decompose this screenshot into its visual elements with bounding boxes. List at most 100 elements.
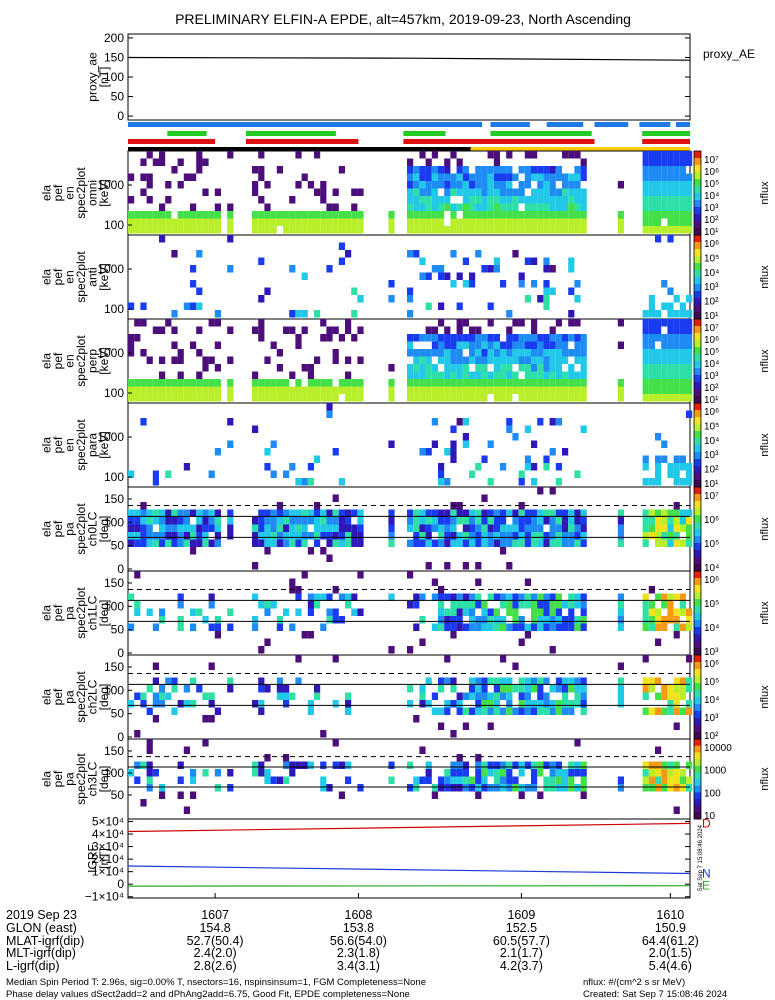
- spectrogram-cell: [506, 776, 513, 784]
- spectrogram-cell: [686, 188, 693, 196]
- spectrogram-cell: [326, 326, 333, 334]
- spectrogram-cell: [661, 601, 668, 609]
- spectrogram-cell: [177, 371, 184, 379]
- spectrogram-cell: [338, 226, 345, 234]
- spectrogram-cell: [258, 761, 265, 769]
- spectrogram-cell: [524, 334, 531, 342]
- spectrogram-cell: [456, 158, 463, 166]
- spectrogram-cell: [655, 386, 662, 394]
- y-tick-label: 100: [104, 515, 124, 529]
- spectrogram-cell: [152, 211, 159, 219]
- spectrogram-cell: [146, 707, 153, 715]
- spectrogram-cell: [568, 677, 575, 685]
- spectrogram-cell: [252, 524, 259, 532]
- spectrogram-cell: [481, 761, 488, 769]
- spectrogram-cell: [481, 173, 488, 181]
- spectrogram-cell: [549, 218, 556, 226]
- spectrogram-cell: [500, 677, 507, 685]
- spectrogram-cell: [456, 349, 463, 357]
- spectrogram-cell: [152, 386, 159, 394]
- spectrogram-cell: [407, 226, 414, 234]
- colorbar-tick-label: 10⁴: [704, 268, 719, 279]
- spectrogram-cell: [493, 784, 500, 792]
- spectrogram-cell: [469, 509, 476, 517]
- spectrogram-cell: [518, 677, 525, 685]
- spectrogram-cell: [425, 700, 432, 708]
- spectrogram-cell: [450, 608, 457, 616]
- spectrogram-cell: [252, 386, 259, 394]
- panel-right-label: proxy_AE: [703, 47, 755, 61]
- spectrogram-cell: [270, 601, 277, 609]
- spectrogram-cell: [648, 685, 655, 693]
- x-table-row-label: MLAT-igrf(dip): [6, 934, 84, 948]
- colorbar-swatch: [694, 683, 701, 691]
- colorbar-swatch: [694, 270, 701, 278]
- spectrogram-cell: [165, 692, 172, 700]
- colorbar-tick-label: 10⁶: [704, 575, 719, 586]
- spectrogram-cell: [562, 394, 569, 402]
- spectrogram-cell: [518, 181, 525, 189]
- spectrogram-cell: [450, 593, 457, 601]
- spectrogram-cell: [177, 386, 184, 394]
- spectrogram-cell: [642, 356, 649, 364]
- spectrogram-cell: [307, 394, 314, 402]
- colorbar-swatch: [694, 319, 701, 327]
- spectrogram-cell: [500, 371, 507, 379]
- spectrogram-cell: [264, 379, 271, 387]
- spectrogram-cell: [140, 509, 147, 517]
- spectrogram-cell: [276, 218, 283, 226]
- colorbar-tick-label: 10²: [704, 215, 719, 226]
- spectrogram-cell: [177, 761, 184, 769]
- spectrogram-cell: [425, 158, 432, 166]
- spectrogram-cell: [270, 509, 277, 517]
- spectrogram-cell: [320, 532, 327, 540]
- spectrogram-cell: [555, 685, 562, 693]
- spectrogram-cell: [543, 280, 550, 288]
- spectrogram-cell: [574, 173, 581, 181]
- spectrogram-cell: [531, 218, 538, 226]
- spectrogram-cell: [686, 211, 693, 219]
- y-tick-label: 100: [104, 599, 124, 613]
- spectrogram-cell: [171, 386, 178, 394]
- spectrogram-cell: [648, 524, 655, 532]
- spectrogram-cell: [438, 478, 445, 486]
- spectrogram-cell: [562, 532, 569, 540]
- spectrogram-cell: [475, 601, 482, 609]
- spectrogram-cell: [444, 776, 451, 784]
- spectrogram-cell: [512, 601, 519, 609]
- colorbar-swatch: [694, 438, 701, 446]
- spectrogram-cell: [469, 226, 476, 234]
- spectrogram-cell: [543, 509, 550, 517]
- spectrogram-cell: [655, 623, 662, 631]
- spectrogram-cell: [214, 623, 221, 631]
- spectrogram-cell: [537, 707, 544, 715]
- spectrogram-cell: [673, 769, 680, 777]
- availability-bar: [594, 122, 629, 127]
- spectrogram-cell: [351, 226, 358, 234]
- spectrogram-cell: [500, 218, 507, 226]
- spectrogram-cell: [165, 532, 172, 540]
- spectrogram-cell: [493, 334, 500, 342]
- spectrogram-cell: [351, 203, 358, 211]
- spectrogram-cell: [500, 280, 507, 288]
- spectrogram-cell: [574, 685, 581, 693]
- spectrogram-cell: [679, 302, 686, 310]
- spectrogram-cell: [481, 601, 488, 609]
- spectrogram-cell: [252, 166, 259, 174]
- spectrogram-cell: [679, 593, 686, 601]
- spectrogram-cell: [270, 226, 277, 234]
- spectrogram-cell: [431, 364, 438, 372]
- colorbar-swatch: [694, 697, 701, 705]
- spectrogram-cell: [524, 151, 531, 159]
- spectrogram-cell: [642, 379, 649, 387]
- spectrogram-cell: [617, 616, 624, 624]
- spectrogram-cell: [227, 386, 234, 394]
- spectrogram-cell: [475, 524, 482, 532]
- spectrogram-cell: [475, 593, 482, 601]
- spectrogram-cell: [183, 211, 190, 219]
- spectrogram-cell: [642, 608, 649, 616]
- spectrogram-cell: [314, 593, 321, 601]
- spectrogram-cell: [388, 593, 395, 601]
- spectrogram-cell: [407, 386, 414, 394]
- spectrogram-cell: [500, 547, 507, 555]
